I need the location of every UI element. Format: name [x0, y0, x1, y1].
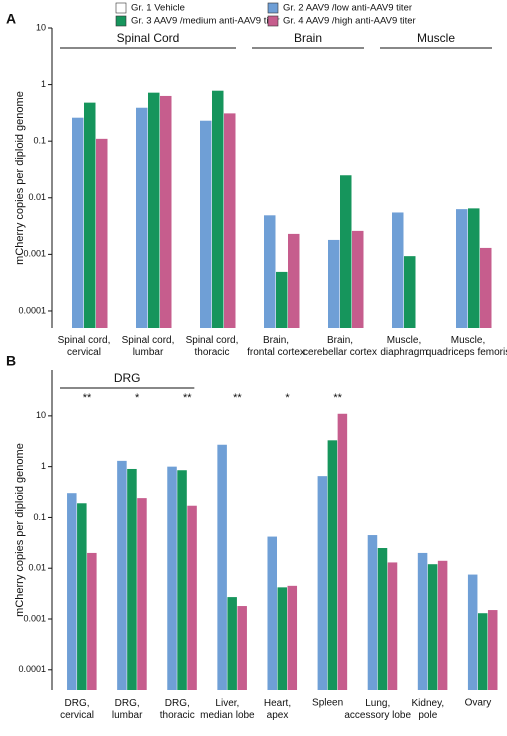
y-tick-label: 10	[36, 410, 46, 420]
significance: *	[285, 392, 290, 404]
bar	[367, 535, 378, 690]
bar	[224, 113, 236, 329]
significance: *	[135, 392, 140, 404]
legend-swatch	[267, 15, 279, 27]
bar	[487, 610, 498, 690]
y-axis-title: mCherry copies per diploid genome	[14, 443, 26, 617]
x-tick-label: Muscle, quadriceps femoris	[426, 335, 507, 358]
x-tick-label: Spinal cord, thoracic	[186, 335, 239, 358]
bar	[200, 120, 212, 328]
bar	[352, 230, 364, 328]
bar	[317, 476, 328, 690]
bar	[277, 587, 288, 690]
bar	[160, 95, 172, 328]
bar	[427, 564, 438, 690]
y-tick-label: 10	[36, 22, 46, 32]
y-tick-label: 0.0001	[18, 664, 46, 674]
y-tick-label: 0.0001	[18, 305, 46, 315]
y-tick-label: 0.01	[28, 192, 46, 202]
bar	[77, 503, 87, 690]
x-tick-label: Spinal cord, cervical	[58, 335, 111, 358]
bar	[468, 208, 480, 328]
legend-label: Gr. 1 Vehicle	[131, 3, 185, 14]
bar	[177, 470, 187, 690]
bar	[127, 468, 137, 690]
bar	[328, 239, 340, 328]
bar	[212, 90, 224, 329]
bar	[387, 562, 398, 690]
x-tick-label: Lung, accessory lobe	[344, 698, 411, 721]
bar	[87, 552, 97, 690]
y-tick-label: 0.1	[33, 136, 46, 146]
bar	[377, 548, 388, 690]
x-tick-label: Heart, apex	[264, 698, 291, 721]
bar	[404, 256, 416, 328]
legend-label: Gr. 3 AAV9 /medium anti-AAV9 titer	[131, 16, 280, 27]
x-tick-label: Kidney, pole	[412, 698, 445, 721]
bar	[267, 536, 277, 690]
group-label: Brain	[294, 31, 322, 45]
bar	[264, 215, 276, 328]
x-tick-label: DRG, thoracic	[160, 698, 195, 721]
bar	[67, 493, 77, 690]
bar	[327, 440, 338, 690]
significance: **	[183, 392, 192, 404]
bar	[337, 413, 348, 690]
panel-label: A	[6, 11, 16, 27]
bar	[477, 613, 488, 690]
bar	[187, 505, 197, 690]
legend-swatch	[115, 15, 127, 27]
legend-swatch	[115, 2, 127, 14]
bar	[287, 585, 298, 690]
x-tick-label: Spleen	[312, 698, 343, 709]
bar	[84, 102, 96, 328]
bar	[96, 138, 108, 328]
significance: **	[83, 392, 92, 404]
bar	[392, 212, 404, 328]
x-tick-label: Muscle, diaphragm	[380, 335, 427, 358]
legend-label: Gr. 2 AAV9 /low anti-AAV9 titer	[283, 3, 412, 14]
y-tick-label: 0.1	[33, 512, 46, 522]
y-tick-label: 1	[41, 79, 46, 89]
significance: **	[333, 392, 342, 404]
y-tick-label: 0.01	[28, 563, 46, 573]
x-tick-label: Liver, median lobe	[200, 698, 255, 721]
bar	[117, 460, 127, 690]
group-label: Muscle	[417, 31, 455, 45]
panel-label: B	[6, 353, 16, 369]
bar	[227, 597, 237, 690]
y-tick-label: 1	[41, 461, 46, 471]
bar	[217, 444, 227, 690]
legend-label: Gr. 4 AAV9 /high anti-AAV9 titer	[283, 16, 416, 27]
group-label: Spinal Cord	[117, 31, 180, 45]
bar	[288, 233, 300, 328]
bar	[136, 107, 148, 328]
x-tick-label: Brain, frontal cortex	[247, 335, 305, 358]
legend-swatch	[267, 2, 279, 14]
x-tick-label: DRG, lumbar	[112, 698, 143, 721]
bar	[148, 92, 160, 329]
bar	[480, 247, 492, 328]
bar	[237, 606, 247, 690]
y-tick-label: 0.001	[23, 613, 46, 623]
x-tick-label: Brain, cerebellar cortex	[303, 335, 377, 358]
bar	[276, 271, 288, 328]
bar	[137, 498, 147, 690]
x-tick-label: Ovary	[465, 698, 492, 709]
y-axis-title: mCherry copies per diploid genome	[14, 91, 26, 265]
bar	[167, 466, 177, 690]
group-label: DRG	[114, 371, 141, 385]
bar	[340, 175, 352, 328]
bar	[437, 560, 448, 690]
x-tick-label: DRG, cervical	[60, 698, 94, 721]
bar	[417, 552, 428, 690]
y-tick-label: 0.001	[23, 249, 46, 259]
bar	[456, 209, 468, 328]
significance: **	[233, 392, 242, 404]
bar	[72, 117, 84, 329]
bar	[467, 574, 478, 690]
x-tick-label: Spinal cord, lumbar	[122, 335, 175, 358]
